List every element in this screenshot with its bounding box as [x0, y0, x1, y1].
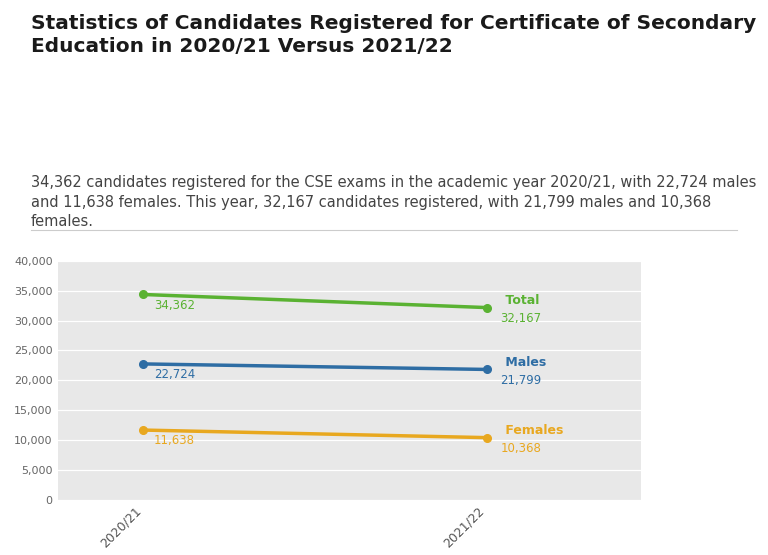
Text: Males: Males	[501, 356, 546, 369]
Text: 21,799: 21,799	[501, 374, 541, 387]
Text: 10,368: 10,368	[501, 442, 541, 455]
Text: Females: Females	[501, 424, 563, 437]
Text: 22,724: 22,724	[154, 368, 195, 381]
Text: 11,638: 11,638	[154, 434, 195, 447]
Text: Statistics of Candidates Registered for Certificate of Secondary
Education in 20: Statistics of Candidates Registered for …	[31, 14, 756, 57]
Text: 34,362 candidates registered for the CSE exams in the academic year 2020/21, wit: 34,362 candidates registered for the CSE…	[31, 175, 756, 229]
Text: Total: Total	[501, 294, 539, 307]
Text: 32,167: 32,167	[501, 312, 541, 325]
Text: 34,362: 34,362	[154, 299, 195, 312]
